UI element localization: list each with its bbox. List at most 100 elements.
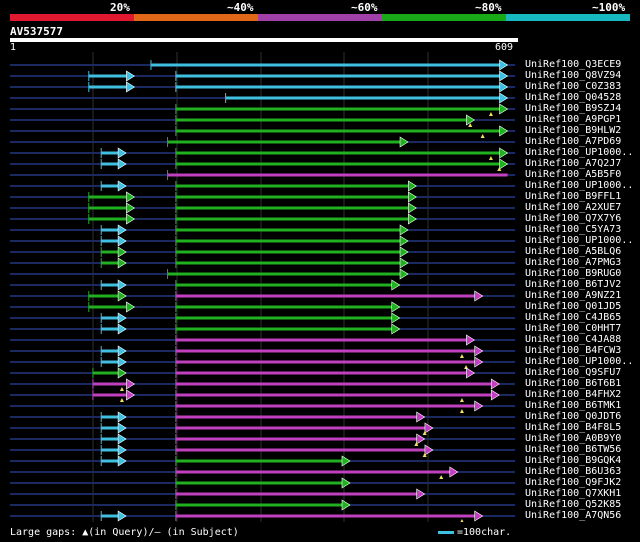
- hit-label[interactable]: UniRef100_B9RUG0: [525, 268, 622, 279]
- scale-text: =100char.: [457, 527, 512, 538]
- hit-label[interactable]: UniRef100_A7PD69: [525, 136, 622, 147]
- query-gap-marker: [422, 431, 427, 435]
- hit-label[interactable]: UniRef100_C4JA88: [525, 334, 622, 345]
- legend-bar-1: [10, 14, 134, 21]
- hit-label[interactable]: UniRef100_Q8VZ94: [525, 70, 622, 81]
- hit-segment-arrow: [424, 422, 434, 434]
- query-gap-marker: [488, 156, 493, 160]
- hit-label[interactable]: UniRef100_A9NZ21: [525, 290, 622, 301]
- hit-segment-arrow: [449, 466, 459, 478]
- hit-label[interactable]: UniRef100_C4JB65: [525, 312, 622, 323]
- hit-label[interactable]: UniRef100_B9GQK4: [525, 455, 622, 466]
- hit-label[interactable]: UniRef100_B6TW56: [525, 444, 622, 455]
- hit-segment-arrow: [399, 136, 409, 148]
- hit-segment-arrow: [391, 301, 401, 313]
- hit-segment-arrow: [341, 499, 351, 511]
- hit-label[interactable]: UniRef100_C0HHT7: [525, 323, 622, 334]
- hit-label[interactable]: UniRef100_A7QN56: [525, 510, 622, 521]
- hit-label[interactable]: UniRef100_Q9SFU7: [525, 367, 622, 378]
- hit-segment-arrow: [117, 158, 127, 170]
- hit-label[interactable]: UniRef100_B4FHX2: [525, 389, 622, 400]
- hit-segment-arrow: [474, 356, 484, 368]
- hit-label[interactable]: UniRef100_UP1000..: [525, 235, 634, 246]
- hit-segment-arrow: [117, 444, 127, 456]
- hit-label[interactable]: UniRef100_A5BLQ6: [525, 246, 622, 257]
- hit-label[interactable]: UniRef100_UP1000..: [525, 356, 634, 367]
- hit-label[interactable]: UniRef100_UP1000..: [525, 180, 634, 191]
- hit-segment-arrow: [126, 81, 135, 93]
- legend-label-2: ~40%: [227, 1, 254, 14]
- legend-label-3: ~60%: [351, 1, 378, 14]
- query-gap-marker: [468, 123, 473, 127]
- hit-label[interactable]: UniRef100_Q01JD5: [525, 301, 622, 312]
- hit-segment-arrow: [499, 92, 509, 104]
- hit-label[interactable]: UniRef100_B6U363: [525, 466, 622, 477]
- hit-label[interactable]: UniRef100_A0B9Y0: [525, 433, 622, 444]
- scale-legend: =100char.: [438, 527, 511, 538]
- query-gap-marker: [422, 453, 427, 457]
- hit-label[interactable]: UniRef100_C5YA73: [525, 224, 622, 235]
- hit-segment-arrow: [466, 114, 475, 126]
- query-gap-marker: [460, 519, 464, 522]
- hit-segment-arrow: [466, 367, 475, 379]
- hit-segment-arrow: [474, 510, 484, 522]
- hit-segment-arrow: [474, 345, 484, 357]
- hit-label[interactable]: UniRef100_Q9FJK2: [525, 477, 622, 488]
- hit-label[interactable]: UniRef100_Q3ECE9: [525, 59, 622, 70]
- hit-label[interactable]: UniRef100_Q52K85: [525, 499, 622, 510]
- hit-segment-arrow: [117, 356, 127, 368]
- legend-bar-5: [506, 14, 630, 21]
- hit-label[interactable]: UniRef100_A7PMG3: [525, 257, 622, 268]
- hit-segment-arrow: [341, 455, 351, 467]
- hit-label[interactable]: UniRef100_Q04528: [525, 92, 622, 103]
- hit-segment-arrow: [499, 70, 509, 82]
- hit-label[interactable]: UniRef100_B4FCW3: [525, 345, 622, 356]
- query-gap-marker: [414, 442, 419, 446]
- hit-segment-arrow: [117, 180, 127, 192]
- query-ruler: [10, 38, 518, 42]
- legend-label-5: ~100%: [592, 1, 626, 14]
- hit-segment-arrow: [499, 81, 509, 93]
- hit-segment-arrow: [126, 301, 135, 313]
- query-gap-marker: [459, 409, 464, 413]
- hit-label[interactable]: UniRef100_UP1000..: [525, 147, 634, 158]
- hit-label[interactable]: UniRef100_A9PGP1: [525, 114, 622, 125]
- hit-label[interactable]: UniRef100_Q7X7Y6: [525, 213, 622, 224]
- hit-label[interactable]: UniRef100_B9SZJ4: [525, 103, 622, 114]
- query-id: AV537577: [10, 25, 63, 38]
- hit-segment-arrow: [399, 257, 409, 269]
- hit-label[interactable]: UniRef100_B6TJV2: [525, 279, 622, 290]
- alignment-svg: [10, 52, 515, 522]
- query-gap-marker: [464, 365, 469, 369]
- hit-segment-arrow: [117, 147, 127, 159]
- hit-label[interactable]: UniRef100_A7Q2J7: [525, 158, 622, 169]
- hit-label[interactable]: UniRef100_B4F8L5: [525, 422, 622, 433]
- hit-segment-arrow: [399, 268, 409, 280]
- legend-bar-2: [134, 14, 258, 21]
- hit-segment-arrow: [126, 389, 135, 401]
- query-gap-marker: [459, 354, 464, 358]
- hit-segment-arrow: [117, 235, 127, 247]
- hit-segment-arrow: [117, 246, 127, 258]
- alignment-grid: UniRef100_Q3ECE9 UniRef100_Q8VZ94 UniRef10…: [0, 52, 640, 522]
- query-gap-marker: [439, 475, 444, 479]
- hit-segment-arrow: [117, 279, 127, 291]
- hit-label[interactable]: UniRef100_Q7XKH1: [525, 488, 622, 499]
- hit-segment-arrow: [490, 378, 500, 390]
- hit-label[interactable]: UniRef100_C0Z383: [525, 81, 622, 92]
- hit-label[interactable]: UniRef100_A5B5F0: [525, 169, 622, 180]
- hit-segment-arrow: [499, 147, 509, 159]
- hit-label[interactable]: UniRef100_B9FFL1: [525, 191, 622, 202]
- hit-label[interactable]: UniRef100_A2XUE7: [525, 202, 622, 213]
- hit-label[interactable]: UniRef100_B6T6B1: [525, 378, 622, 389]
- hit-label[interactable]: UniRef100_B6TMK1: [525, 400, 622, 411]
- hit-segment-arrow: [117, 290, 127, 302]
- hit-segment-arrow: [399, 246, 409, 258]
- hit-segment-arrow: [416, 488, 426, 500]
- legend-bar-3: [258, 14, 382, 21]
- hit-label[interactable]: UniRef100_Q0JDT6: [525, 411, 622, 422]
- hit-segment-arrow: [341, 477, 351, 489]
- hit-segment-arrow: [117, 323, 127, 335]
- identity-legend: 20% ~40% ~60% ~80% ~100%: [10, 0, 630, 22]
- hit-label[interactable]: UniRef100_B9HLW2: [525, 125, 622, 136]
